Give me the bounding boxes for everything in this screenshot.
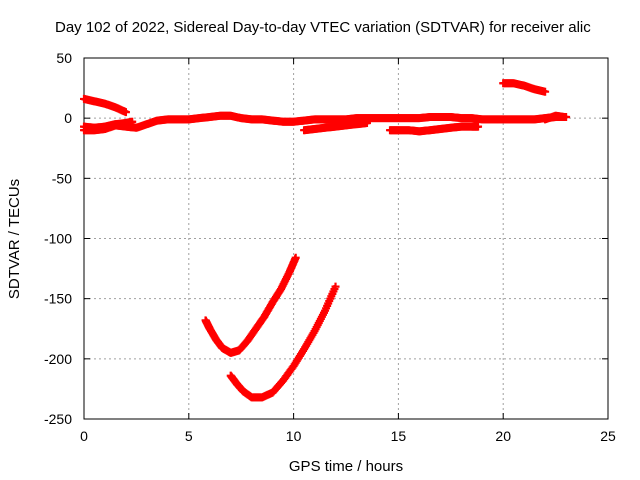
y-tick-label: -100 [44, 231, 72, 247]
x-tick-label: 0 [80, 428, 88, 444]
data-point-marker [559, 112, 568, 121]
y-tick-label: -250 [44, 411, 72, 427]
y-tick-label: 50 [56, 50, 72, 66]
series-arc-h [201, 253, 300, 357]
axis-ticks: 0 5 10 15 20 25 50 0 -50 -100 -150 -200 -250 [44, 50, 616, 444]
series-arc-d [300, 118, 371, 135]
data-point-marker [128, 117, 137, 126]
series-arc-a [80, 94, 130, 117]
y-tick-label: -150 [44, 291, 72, 307]
x-tick-label: 25 [600, 428, 616, 444]
grid-lines [84, 58, 608, 419]
y-tick-label: -50 [52, 170, 72, 186]
data-point-marker [291, 253, 300, 262]
data-markers [80, 79, 571, 402]
y-axis-label: SDTVAR / TECUs [6, 179, 23, 299]
data-point-marker [331, 282, 340, 291]
series-arc-e [386, 122, 483, 136]
series-arc-c [80, 117, 137, 132]
x-tick-label: 10 [286, 428, 302, 444]
x-axis-label: GPS time / hours [289, 458, 403, 475]
x-tick-label: 15 [391, 428, 407, 444]
series-arc-f [499, 79, 550, 96]
data-point-marker [362, 118, 371, 127]
data-point-marker [474, 122, 483, 131]
x-tick-label: 5 [185, 428, 193, 444]
data-point-marker [121, 108, 130, 117]
data-point-marker [541, 87, 550, 96]
chart-title: Day 102 of 2022, Sidereal Day-to-day VTE… [55, 19, 591, 36]
y-tick-label: -200 [44, 351, 72, 367]
series-arc-g [541, 111, 568, 124]
x-tick-label: 20 [495, 428, 511, 444]
y-tick-label: 0 [64, 110, 72, 126]
series-arc-i [226, 282, 340, 402]
